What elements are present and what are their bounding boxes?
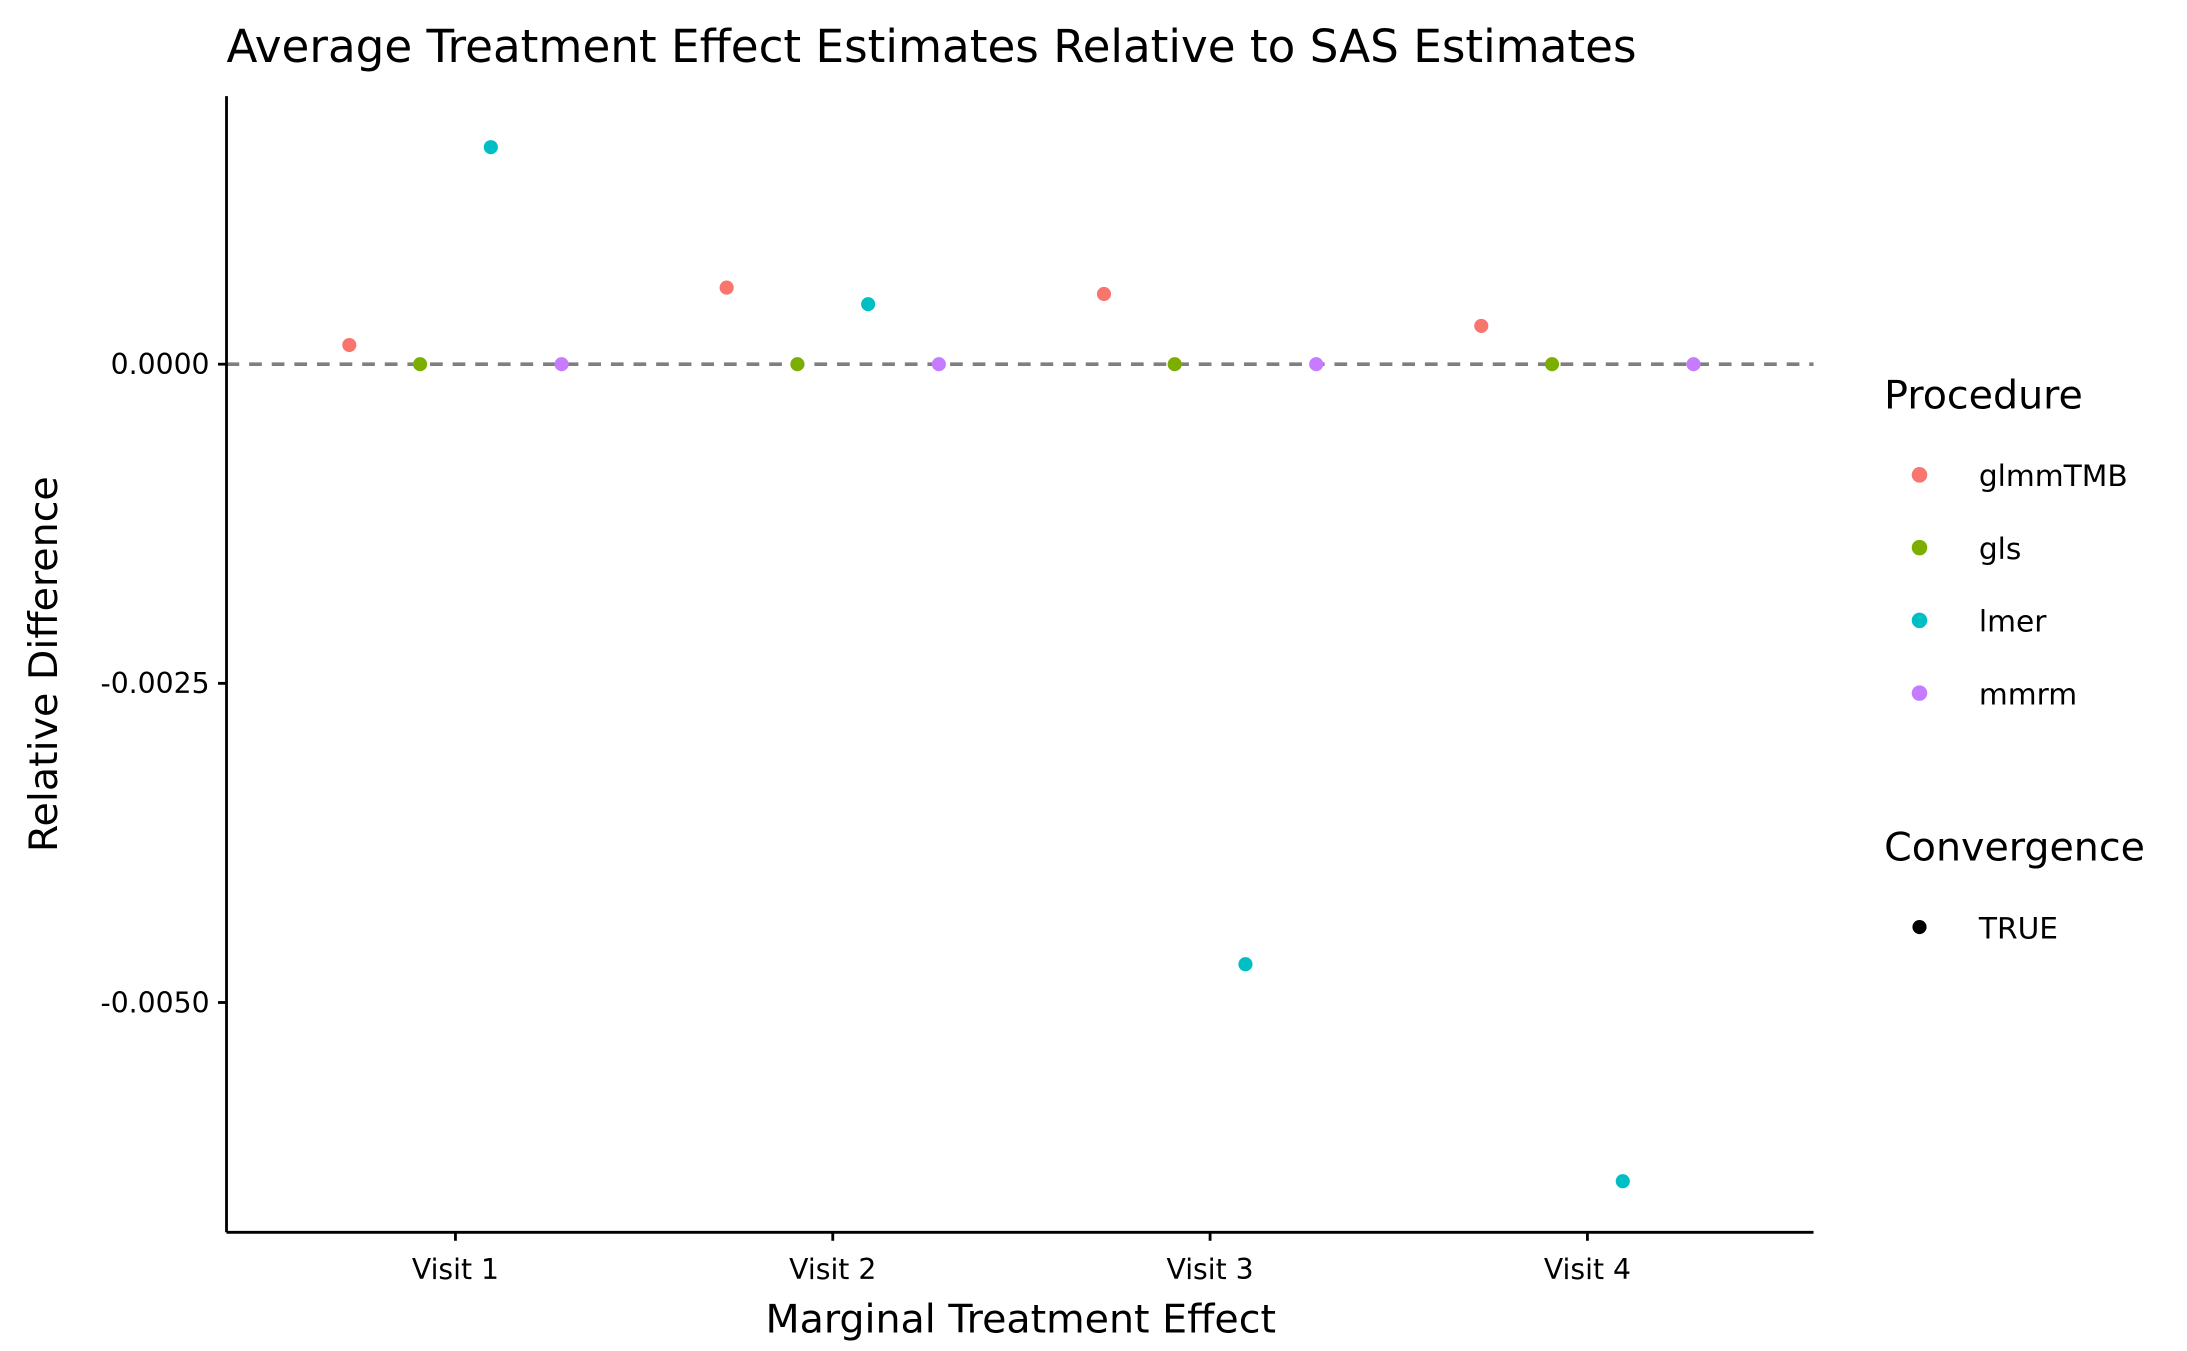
legend-marker-glmmTMB bbox=[1911, 467, 1928, 483]
y-axis-label: Relative Difference bbox=[21, 476, 67, 852]
y-tick-label: 0.0000 bbox=[111, 348, 210, 381]
legend-marker-gls bbox=[1911, 539, 1928, 556]
legend-convergence-label: TRUE bbox=[1978, 910, 2058, 945]
data-point-lmer bbox=[1238, 957, 1253, 972]
data-point-mmrm bbox=[554, 357, 569, 372]
legend-label-gls: gls bbox=[1979, 531, 2022, 566]
x-tick-label: Visit 4 bbox=[1544, 1253, 1631, 1286]
y-tick-label: -0.0025 bbox=[101, 667, 210, 700]
x-tick-label: Visit 2 bbox=[789, 1253, 876, 1286]
legend-convergence-marker bbox=[1912, 919, 1927, 935]
x-tick-label: Visit 3 bbox=[1167, 1253, 1254, 1286]
legend-label-lmer: lmer bbox=[1979, 604, 2047, 639]
data-point-gls bbox=[413, 357, 428, 372]
x-ticks: Visit 1 Visit 2 Visit 3 Visit 4 bbox=[412, 1232, 1631, 1286]
legend-label-glmmTMB: glmmTMB bbox=[1979, 458, 2128, 493]
data-point-gls bbox=[1167, 357, 1182, 372]
data-point-mmrm bbox=[1686, 357, 1701, 372]
data-point-mmrm bbox=[1309, 357, 1324, 372]
y-ticks: 0.0000 -0.0025 -0.0050 bbox=[101, 348, 227, 1019]
x-axis-label: Marginal Treatment Effect bbox=[765, 1297, 1275, 1343]
data-point-glmmTMB bbox=[1096, 286, 1112, 302]
data-point-glmmTMB bbox=[719, 280, 734, 295]
data-point-mmrm bbox=[931, 357, 946, 372]
data-point-glmmTMB bbox=[342, 337, 357, 353]
legend-label-mmrm: mmrm bbox=[1979, 676, 2077, 711]
chart-title: Average Treatment Effect Estimates Relat… bbox=[227, 20, 1637, 73]
y-tick-label: -0.0050 bbox=[101, 986, 210, 1019]
legend: Procedure glmmTMB gls lmer mmrm Convergence… bbox=[1884, 372, 2145, 945]
plot-area bbox=[226, 140, 1814, 1189]
data-point-lmer bbox=[861, 297, 876, 312]
legend-convergence-title: Convergence bbox=[1884, 825, 2145, 871]
data-point-lmer bbox=[1615, 1174, 1630, 1189]
x-tick-label: Visit 1 bbox=[412, 1253, 499, 1286]
legend-marker-lmer bbox=[1911, 612, 1928, 629]
data-point-gls bbox=[790, 357, 805, 372]
legend-marker-mmrm bbox=[1911, 685, 1928, 701]
legend-procedure-title: Procedure bbox=[1884, 372, 2083, 418]
data-point-gls bbox=[1544, 357, 1560, 372]
data-point-lmer bbox=[483, 140, 498, 155]
data-point-glmmTMB bbox=[1474, 318, 1489, 333]
